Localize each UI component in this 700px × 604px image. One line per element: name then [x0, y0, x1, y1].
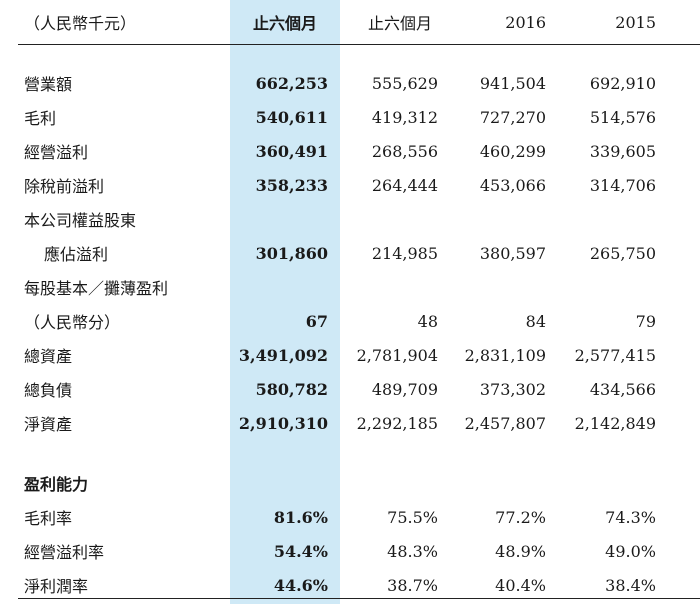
cell-value: 265,750	[589, 243, 656, 263]
cell-value: 268,556	[371, 141, 438, 161]
column-header: 止六個月	[367, 14, 432, 33]
cell-value: 38.4%	[605, 575, 656, 595]
row-label: 淨利潤率	[24, 577, 89, 596]
table-row: 除稅前溢利 358,233 264,444 453,066 314,706	[0, 168, 700, 202]
cell-value	[340, 270, 460, 304]
cell-value: 555,629	[371, 73, 438, 93]
cell-value: 214,985	[371, 243, 438, 263]
cell-value: 3,491,092	[238, 345, 328, 365]
cell-value: 380,597	[479, 243, 546, 263]
cell-value: 540,611	[255, 107, 328, 127]
cell-value	[460, 270, 570, 304]
row-label: （人民幣分）	[24, 313, 121, 332]
cell-value: 727,270	[479, 107, 546, 127]
cell-value: 48.9%	[495, 541, 546, 561]
cell-value: 434,566	[589, 379, 656, 399]
cell-value: 419,312	[371, 107, 438, 127]
cell-value: 67	[305, 311, 328, 331]
row-label: 總資產	[24, 347, 73, 366]
cell-value: 81.6%	[273, 507, 328, 527]
row-label: 本公司權益股東	[24, 211, 137, 230]
row-label: 每股基本／攤薄盈利	[24, 279, 169, 298]
cell-value: 2,577,415	[574, 345, 656, 365]
section-title: 盈利能力	[24, 475, 89, 494]
table-row: 經營溢利率 54.4% 48.3% 48.9% 49.0%	[0, 534, 700, 568]
table-row: 淨利潤率 44.6% 38.7% 40.4% 38.4%	[0, 568, 700, 602]
row-label: 淨資產	[24, 415, 73, 434]
cell-value: 2,457,807	[464, 413, 546, 433]
column-header: 2015	[615, 12, 656, 32]
cell-value: 489,709	[371, 379, 438, 399]
table-row: 總資產 3,491,092 2,781,904 2,831,109 2,577,…	[0, 338, 700, 372]
cell-value: 79	[635, 311, 656, 331]
table-row: 毛利率 81.6% 75.5% 77.2% 74.3%	[0, 500, 700, 534]
cell-value: 2,831,109	[464, 345, 546, 365]
cell-value: 264,444	[371, 175, 438, 195]
cell-value: 49.0%	[605, 541, 656, 561]
cell-value	[340, 202, 460, 236]
cell-value: 54.4%	[273, 541, 328, 561]
bottom-rule	[18, 598, 700, 599]
cell-value: 44.6%	[273, 575, 328, 595]
cell-value: 453,066	[479, 175, 546, 195]
column-header: 2016	[505, 12, 546, 32]
table-row: 淨資產 2,910,310 2,292,185 2,457,807 2,142,…	[0, 406, 700, 440]
cell-value	[460, 202, 570, 236]
table-row: 毛利 540,611 419,312 727,270 514,576	[0, 100, 700, 134]
table-row: （人民幣分） 67 48 84 79	[0, 304, 700, 338]
row-label: 營業額	[24, 75, 73, 94]
table-row: 營業額 662,253 555,629 941,504 692,910	[0, 66, 700, 100]
cell-value	[570, 270, 700, 304]
cell-value: 38.7%	[387, 575, 438, 595]
row-label: 應佔溢利	[44, 245, 109, 264]
cell-value: 74.3%	[605, 507, 656, 527]
cell-value: 339,605	[589, 141, 656, 161]
table-row: 本公司權益股東	[0, 202, 700, 236]
cell-value: 941,504	[479, 73, 546, 93]
table-row: 每股基本／攤薄盈利	[0, 270, 700, 304]
table-row: 經營溢利 360,491 268,556 460,299 339,605	[0, 134, 700, 168]
unit-label: （人民幣千元）	[24, 14, 137, 33]
cell-value: 662,253	[255, 73, 328, 93]
cell-value: 48.3%	[387, 541, 438, 561]
row-label: 除稅前溢利	[24, 177, 105, 196]
cell-value: 77.2%	[495, 507, 546, 527]
cell-value: 373,302	[479, 379, 546, 399]
cell-value: 301,860	[255, 243, 328, 263]
cell-value: 2,781,904	[356, 345, 438, 365]
row-label: 總負債	[24, 381, 73, 400]
cell-value	[230, 270, 340, 304]
table-row: 應佔溢利 301,860 214,985 380,597 265,750	[0, 236, 700, 270]
row-label: 經營溢利	[24, 143, 89, 162]
cell-value: 84	[525, 311, 546, 331]
row-label: 經營溢利率	[24, 543, 105, 562]
cell-value: 460,299	[479, 141, 546, 161]
cell-value: 2,142,849	[574, 413, 656, 433]
cell-value: 40.4%	[495, 575, 546, 595]
section-title-row: 盈利能力	[0, 466, 700, 500]
cell-value	[230, 202, 340, 236]
header-rule	[18, 44, 700, 45]
cell-value: 514,576	[589, 107, 656, 127]
cell-value: 360,491	[255, 141, 328, 161]
cell-value	[570, 202, 700, 236]
cell-value: 48	[417, 311, 438, 331]
cell-value: 314,706	[589, 175, 656, 195]
cell-value: 580,782	[255, 379, 328, 399]
cell-value: 2,910,310	[238, 413, 328, 433]
column-header: 止六個月	[252, 14, 317, 33]
row-label: 毛利率	[24, 509, 73, 528]
current-period-highlight	[230, 0, 340, 604]
cell-value: 75.5%	[387, 507, 438, 527]
header-row: （人民幣千元） 止六個月 止六個月 2016 2015	[0, 0, 700, 44]
cell-value: 692,910	[589, 73, 656, 93]
cell-value: 358,233	[255, 175, 328, 195]
table-row: 總負債 580,782 489,709 373,302 434,566	[0, 372, 700, 406]
row-label: 毛利	[24, 109, 57, 128]
cell-value: 2,292,185	[356, 413, 438, 433]
